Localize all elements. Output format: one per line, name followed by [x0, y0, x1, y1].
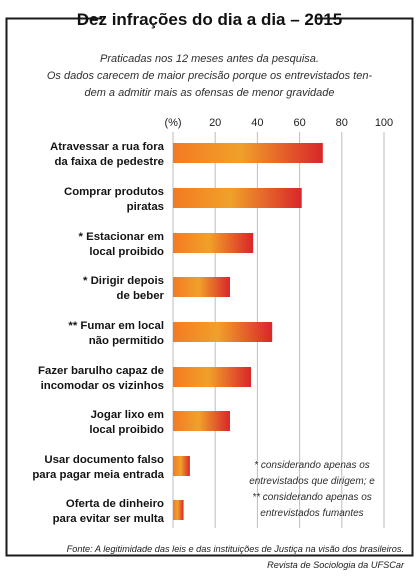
x-tick-label: 80	[336, 117, 348, 129]
bar	[173, 188, 302, 208]
category-label-line: Atravessar a rua fora	[50, 141, 165, 153]
bar	[173, 233, 254, 253]
bar	[173, 456, 190, 476]
category-label-line: de beber	[117, 290, 165, 302]
title-backdrop	[102, 6, 317, 32]
note-line: * considerando apenas os	[254, 460, 370, 471]
category-label-line: Oferta de dinheiro	[66, 498, 164, 510]
note-line: entrevistados fumantes	[260, 508, 363, 519]
category-label-line: para evitar ser multa	[53, 513, 165, 525]
category-label-line: Jogar lixo em	[91, 409, 164, 421]
note-line: ** considerando apenas os	[252, 492, 372, 503]
notes-block: * considerando apenas os entrevistados q…	[249, 460, 375, 519]
x-axis-unit-label: (%)	[164, 117, 181, 129]
category-label-line: ** Fumar em local	[68, 320, 164, 332]
category-label-line: da faixa de pedestre	[54, 156, 164, 168]
category-label-line: local proibido	[89, 246, 164, 258]
bar	[173, 143, 323, 163]
source-line: Fonte: A legitimidade das leis e das ins…	[67, 544, 404, 554]
chart-title: Dez infrações do dia a dia – 2015	[77, 10, 343, 29]
category-label-line: local proibido	[89, 424, 164, 436]
bar	[173, 411, 230, 431]
category-label: * Dirigir depois de beber	[83, 275, 165, 302]
category-label-line: incomodar os vizinhos	[41, 380, 164, 392]
chart-subtitle: Praticadas nos 12 meses antes da pesquis…	[47, 53, 373, 99]
category-label: * Estacionar em local proibido	[79, 231, 164, 258]
category-label: ** Fumar em local não permitido	[68, 320, 164, 347]
category-labels: Atravessar a rua fora da faixa de pedestr…	[32, 141, 164, 525]
subtitle-line: Os dados carecem de maior precisão porqu…	[47, 70, 373, 82]
category-label-line: para pagar meia entrada	[32, 469, 164, 481]
category-label-line: piratas	[127, 201, 164, 213]
category-label: Comprar produtos piratas	[64, 186, 164, 213]
bar	[173, 367, 252, 387]
bar	[173, 277, 230, 297]
category-label-line: * Estacionar em	[79, 231, 164, 243]
source-line: Revista de Sociologia da UFSCar	[267, 560, 405, 570]
x-tick-label: 100	[375, 117, 393, 129]
category-label-line: Fazer barulho capaz de	[38, 365, 164, 377]
category-label-line: não permitido	[89, 335, 164, 347]
x-axis: (%) 20 40 60 80 100	[164, 117, 393, 129]
category-label: Usar documento falso para pagar meia entr…	[32, 454, 164, 481]
category-label-line: Comprar produtos	[64, 186, 164, 198]
category-label: Oferta de dinheiro para evitar ser multa	[53, 498, 165, 525]
category-label: Atravessar a rua fora da faixa de pedestr…	[50, 141, 165, 168]
subtitle-line: Praticadas nos 12 meses antes da pesquis…	[100, 53, 319, 65]
category-label: Fazer barulho capaz de incomodar os vizin…	[38, 365, 164, 392]
bars	[173, 143, 323, 520]
subtitle-line: dem a admitir mais as ofensas de menor g…	[84, 87, 334, 99]
x-tick-label: 40	[251, 117, 263, 129]
note-line: entrevistados que dirigem; e	[249, 476, 375, 487]
bar	[173, 500, 184, 520]
category-label-line: * Dirigir depois	[83, 275, 164, 287]
bar	[173, 322, 273, 342]
category-label: Jogar lixo em local proibido	[89, 409, 164, 436]
source-block: Fonte: A legitimidade das leis e das ins…	[67, 544, 405, 570]
x-tick-label: 20	[209, 117, 221, 129]
category-label-line: Usar documento falso	[44, 454, 164, 466]
x-tick-label: 60	[293, 117, 305, 129]
